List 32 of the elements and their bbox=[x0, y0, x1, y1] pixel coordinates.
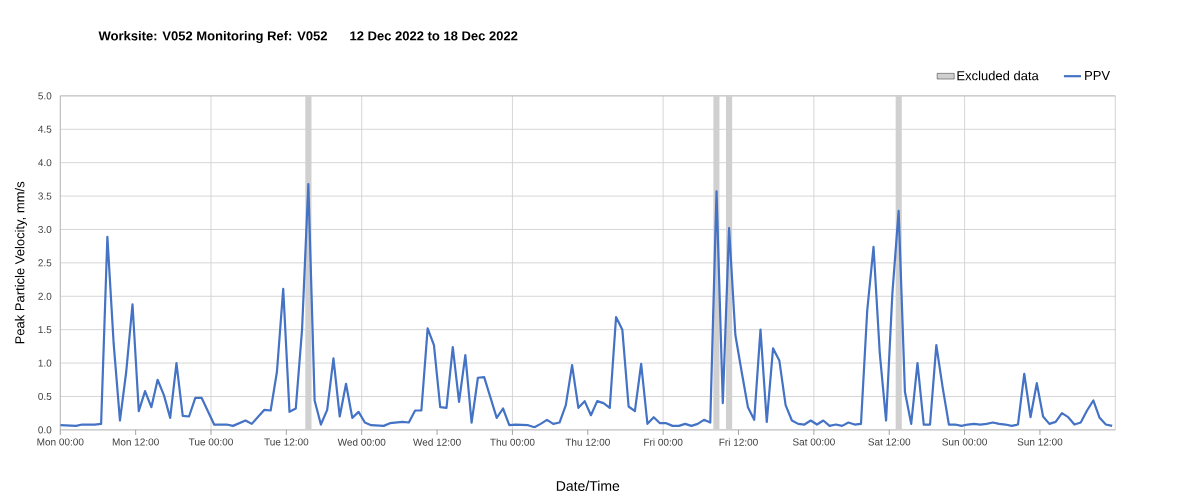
y-tick-label: 5.0 bbox=[38, 92, 52, 100]
y-tick-label: 3.0 bbox=[38, 225, 52, 233]
chart-title: Worksite: V052 Monitoring Ref: V052 bbox=[98, 30, 327, 43]
y-tick-label: 2.0 bbox=[38, 292, 52, 300]
legend-label: Excluded data bbox=[957, 70, 1039, 81]
x-tick-label: Sun 00:00 bbox=[942, 438, 987, 446]
y-tick-label: 1.5 bbox=[38, 326, 52, 334]
x-tick-label: Sat 00:00 bbox=[792, 438, 835, 446]
x-tick-label: Sat 12:00 bbox=[868, 438, 911, 446]
x-tick-label: Sun 12:00 bbox=[1017, 438, 1063, 446]
x-tick-label: Tue 12:00 bbox=[264, 438, 309, 446]
x-tick-label: Thu 00:00 bbox=[490, 438, 535, 446]
x-tick-label: Fri 00:00 bbox=[644, 438, 683, 446]
x-tick-label: Wed 12:00 bbox=[413, 438, 461, 446]
x-tick-label: Tue 00:00 bbox=[188, 438, 233, 446]
y-tick-label: 3.5 bbox=[38, 192, 52, 200]
x-tick-label: Wed 00:00 bbox=[337, 438, 386, 446]
x-tick-label: Mon 12:00 bbox=[112, 438, 159, 446]
y-tick-label: 4.5 bbox=[38, 125, 52, 133]
x-tick-label: Mon 00:00 bbox=[37, 438, 84, 446]
legend-label: PPV bbox=[1085, 70, 1111, 80]
y-tick-label: 4.0 bbox=[38, 159, 52, 167]
x-axis-title: Date/Time bbox=[556, 480, 620, 491]
chart-subtitle: 12 Dec 2022 to 18 Dec 2022 bbox=[350, 31, 518, 41]
x-tick-label: Thu 12:00 bbox=[565, 438, 610, 446]
line-series bbox=[60, 182, 1114, 429]
y-tick-label: 0.5 bbox=[38, 392, 52, 400]
y-axis-title: Peak Particle Velocity, mm/s bbox=[14, 181, 27, 344]
y-tick-label: 2.5 bbox=[38, 259, 52, 267]
y-tick-label: 1.0 bbox=[38, 359, 52, 367]
x-tick-label: Fri 12:00 bbox=[719, 438, 758, 446]
y-tick-label: 0.0 bbox=[38, 426, 52, 434]
